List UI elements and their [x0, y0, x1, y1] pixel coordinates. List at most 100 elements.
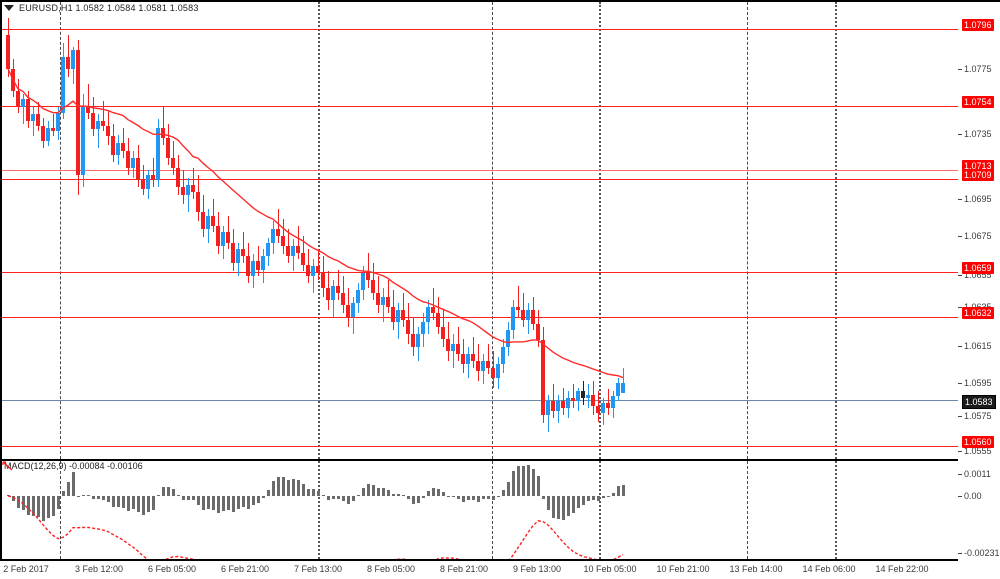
price-chart-panel[interactable] [0, 0, 958, 459]
candle-body[interactable] [386, 296, 390, 307]
candle-body[interactable] [396, 310, 400, 322]
candle-body[interactable] [351, 303, 355, 317]
candle-body[interactable] [476, 360, 480, 371]
candle-body[interactable] [141, 180, 145, 189]
price-level-line[interactable] [2, 446, 958, 447]
price-level-label[interactable]: 1.0709 [962, 169, 994, 181]
candle-body[interactable] [461, 354, 465, 365]
candle-body[interactable] [61, 56, 65, 113]
candle-body[interactable] [451, 343, 455, 351]
candle-body[interactable] [516, 306, 520, 311]
candle-body[interactable] [196, 191, 200, 213]
candle-body[interactable] [221, 232, 225, 246]
candle-body[interactable] [421, 321, 425, 334]
candle-body[interactable] [441, 326, 445, 339]
candle-body[interactable] [186, 185, 190, 196]
price-level-label[interactable]: 1.0632 [962, 307, 994, 319]
candle-body[interactable] [291, 245, 295, 257]
candle-body[interactable] [446, 338, 450, 351]
candle-body[interactable] [491, 367, 495, 378]
candle-body[interactable] [256, 261, 260, 270]
candle-body[interactable] [616, 382, 620, 397]
candle-body[interactable] [611, 396, 615, 409]
candle-body[interactable] [281, 235, 285, 246]
candle-body[interactable] [51, 127, 55, 132]
candle-body[interactable] [321, 272, 325, 289]
candle-body[interactable] [426, 306, 430, 322]
candle-body[interactable] [526, 310, 530, 321]
candle-body[interactable] [521, 310, 525, 321]
candle-body[interactable] [106, 126, 110, 137]
candle-body[interactable] [276, 229, 280, 236]
macd-plot-area[interactable] [2, 461, 958, 559]
price-level-label[interactable]: 1.0796 [962, 19, 994, 31]
candle-body[interactable] [66, 56, 70, 69]
candle-body[interactable] [536, 323, 540, 341]
price-level-line[interactable] [2, 29, 958, 30]
candle-body[interactable] [121, 142, 125, 152]
candle-body[interactable] [286, 245, 290, 257]
candle-body[interactable] [546, 401, 550, 415]
candle-body[interactable] [131, 158, 135, 169]
candle-body[interactable] [431, 306, 435, 314]
candle-body[interactable] [6, 34, 10, 69]
candle-body[interactable] [206, 215, 210, 230]
candle-body[interactable] [211, 215, 215, 226]
price-level-label[interactable]: 1.0659 [962, 262, 994, 274]
candle-body[interactable] [316, 266, 320, 273]
candle-body[interactable] [361, 272, 365, 290]
price-level-line[interactable] [2, 106, 958, 107]
candle-body[interactable] [261, 256, 265, 270]
candle-body[interactable] [191, 185, 195, 192]
candle-body[interactable] [46, 127, 50, 142]
candle-body[interactable] [116, 142, 120, 155]
candle-body[interactable] [551, 401, 555, 412]
candle-body[interactable] [176, 168, 180, 187]
candle-body[interactable] [71, 50, 75, 69]
candle-body[interactable] [96, 120, 100, 130]
candle-body[interactable] [331, 286, 335, 300]
macd-indicator-panel[interactable] [0, 459, 958, 561]
candle-body[interactable] [621, 382, 625, 393]
candle-body[interactable] [16, 90, 20, 108]
price-level-label[interactable]: 1.0560 [962, 436, 994, 448]
candle-body[interactable] [341, 293, 345, 306]
candle-body[interactable] [161, 127, 165, 138]
candle-body[interactable] [226, 232, 230, 243]
candle-body[interactable] [156, 127, 160, 181]
candle-body[interactable] [486, 360, 490, 368]
candle-body[interactable] [111, 136, 115, 155]
candle-body[interactable] [201, 212, 205, 230]
candle-body[interactable] [56, 112, 60, 132]
candle-body[interactable] [101, 120, 105, 127]
candle-body[interactable] [556, 401, 560, 412]
candle-body[interactable] [401, 310, 405, 321]
candle-body[interactable] [296, 245, 300, 253]
candle-body[interactable] [471, 354, 475, 361]
candle-body[interactable] [356, 289, 360, 304]
candle-body[interactable] [76, 50, 80, 176]
candle-body[interactable] [216, 225, 220, 246]
candle-body[interactable] [166, 137, 170, 159]
candle-body[interactable] [151, 175, 155, 181]
candle-body[interactable] [411, 333, 415, 348]
current-price-line[interactable] [2, 400, 958, 401]
candle-body[interactable] [311, 266, 315, 277]
candle-body[interactable] [596, 406, 600, 414]
time-axis[interactable]: 2 Feb 2017 3 Feb 12:00 6 Feb 05:00 6 Feb 21… [0, 561, 1000, 579]
candle-body[interactable] [91, 112, 95, 130]
candle-body[interactable] [346, 305, 350, 317]
price-level-line[interactable] [2, 272, 958, 273]
candle-body[interactable] [576, 391, 580, 402]
price-level-label[interactable]: 1.0754 [962, 96, 994, 108]
candle-body[interactable] [236, 249, 240, 263]
candle-body[interactable] [511, 306, 515, 331]
candle-body[interactable] [181, 186, 185, 196]
candle-body[interactable] [586, 394, 590, 398]
candle-body[interactable] [126, 151, 130, 169]
candle-body[interactable] [466, 354, 470, 365]
price-level-line[interactable] [2, 317, 958, 318]
candle-body[interactable] [336, 286, 340, 294]
candle-body[interactable] [266, 242, 270, 257]
candle-body[interactable] [591, 394, 595, 407]
